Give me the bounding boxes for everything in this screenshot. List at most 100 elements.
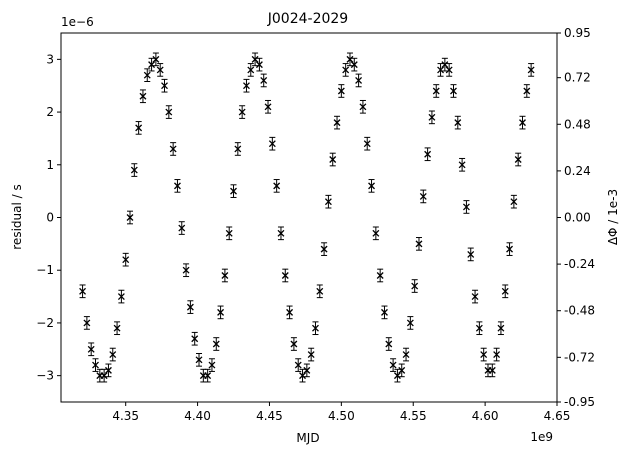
marker-x-stroke-b [130,166,138,174]
marker-x-stroke-b [191,335,199,343]
data-point [346,52,354,67]
y2-tick-label: -0.72 [564,350,595,364]
data-point [152,52,160,67]
marker-x-stroke-b [204,372,212,380]
marker-x-stroke-b [251,55,259,63]
data-point [363,136,371,151]
data-point [165,105,173,119]
marker-x-stroke-b [372,229,380,237]
y2-tick-label: 0.00 [564,211,591,225]
data-point [419,189,427,204]
marker-x-stroke-b [519,119,526,127]
marker-x-stroke-b [510,198,518,206]
data-point [415,237,423,251]
marker-x-stroke-b [169,145,177,153]
chart-title: J0024-2029 [267,11,348,27]
data-point [424,147,432,162]
marker-x-stroke-b [493,351,501,359]
data-point [109,347,117,362]
marker-x-stroke-b [441,61,449,69]
data-point [169,142,177,156]
marker-x-stroke-b [346,55,354,63]
marker-x-stroke-b [398,366,406,374]
y2-tick-label: -0.24 [564,257,595,271]
y2-tick-label: 0.95 [564,26,591,40]
data-point [87,342,95,357]
x-tick-label: 4.45 [256,409,283,423]
marker-x-stroke-b [156,66,164,74]
data-point [385,337,393,351]
data-point [393,368,401,383]
y-tick-label: −3 [36,369,54,383]
data-point [92,358,99,372]
data-point [523,84,531,98]
x-offset-label: 1e9 [530,430,553,444]
marker-x-stroke-b [342,66,350,74]
data-point [480,347,488,362]
y-tick-label: 2 [46,105,54,119]
data-point [519,115,526,130]
marker-x-stroke-b [268,140,276,148]
marker-x-stroke-b [264,103,272,111]
data-point [135,121,143,135]
data-point [467,247,475,262]
data-point [355,73,363,88]
y-tick-label: 1 [46,158,54,172]
marker-x-stroke-b [406,319,414,327]
marker-x-stroke-b [458,161,466,169]
data-point [273,179,281,193]
y-axis-ticks: −3 −2 −1 0 1 2 3 [36,52,61,383]
data-point [212,337,220,351]
marker-x-stroke-b [225,229,233,237]
data-point [247,63,255,77]
marker-x-stroke-b [307,351,315,359]
data-point [286,305,294,320]
data-point [445,63,453,77]
x-tick-label: 4.35 [112,409,139,423]
marker-x-stroke-b [359,103,367,111]
marker-x-stroke-b [488,366,496,374]
data-point [195,353,203,367]
data-point [264,99,272,114]
marker-x-stroke-b [381,308,388,316]
marker-x-stroke-b [303,366,311,374]
marker-x-stroke-b [148,61,156,69]
data-point [178,221,186,235]
marker-x-stroke-b [143,71,151,79]
marker-x-stroke-b [117,293,125,301]
data-point [432,84,440,98]
marker-x-stroke-b [385,340,393,348]
data-point [324,194,332,209]
data-point [230,184,237,198]
marker-x-stroke-b [286,308,294,316]
marker-x-stroke-b [475,324,483,332]
marker-x-stroke-b [247,66,255,74]
data-point [381,305,388,320]
x-tick-label: 4.65 [544,409,571,423]
marker-x-stroke-b [497,324,505,332]
data-point [462,200,470,214]
data-point [350,57,358,72]
data-point [130,163,138,177]
plot-area [79,52,535,383]
marker-x-stroke-b [178,224,186,232]
marker-x-stroke-b [320,245,328,253]
marker-x-stroke-b [376,272,384,279]
data-point [411,279,419,293]
data-point [234,142,242,156]
data-point [471,289,479,304]
marker-x-stroke-b [363,140,371,148]
marker-x-stroke-b [230,187,237,195]
data-point [450,84,457,98]
marker-x-stroke-b [260,76,268,84]
marker-x-stroke-b [450,87,457,95]
data-point [303,363,311,378]
marker-x-stroke-b [355,76,363,84]
marker-x-stroke-b [182,266,190,274]
marker-x-stroke-b [281,272,289,279]
data-point [437,63,445,77]
data-point [143,68,151,82]
marker-x-stroke-b [501,287,509,295]
data-point [488,363,496,378]
